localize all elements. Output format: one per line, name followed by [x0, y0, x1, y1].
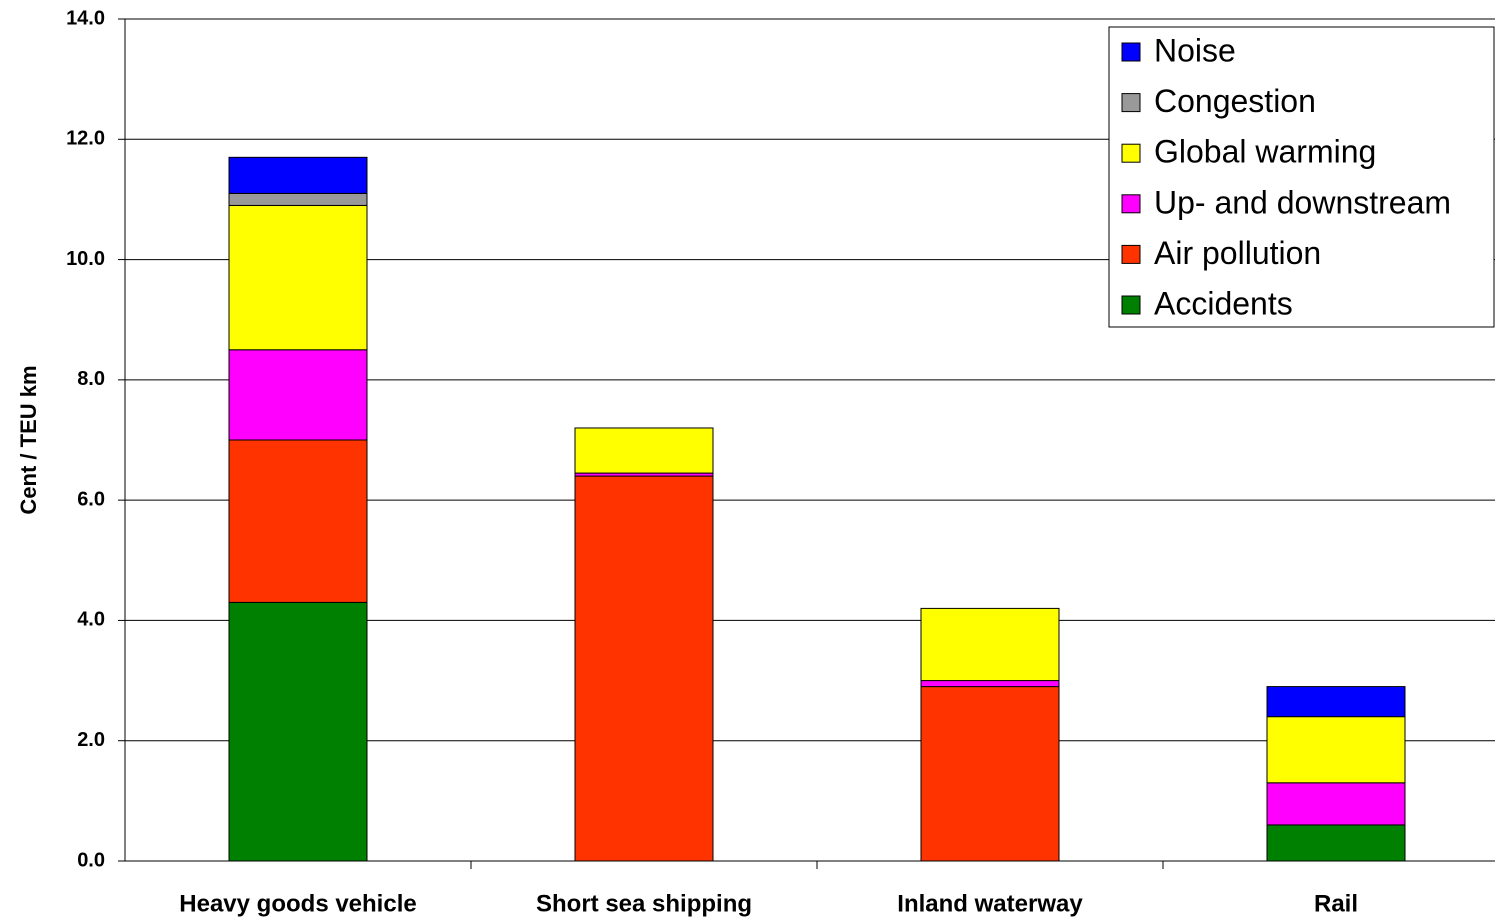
- bar-segment: [1266, 686, 1406, 718]
- bar-segment: [920, 680, 1060, 688]
- legend-swatch: [1121, 42, 1141, 62]
- legend-swatch: [1121, 244, 1141, 264]
- x-tick-label: Short sea shipping: [536, 890, 752, 917]
- legend-label: Global warming: [1154, 134, 1376, 170]
- bar-segment: [228, 439, 368, 603]
- legend-label: Accidents: [1154, 285, 1293, 321]
- y-tick-label: 6.0: [77, 488, 105, 510]
- y-tick-label: 4.0: [77, 609, 105, 631]
- legend-swatch: [1121, 93, 1141, 113]
- bar-segment: [1266, 824, 1406, 862]
- legend-box: [1108, 26, 1495, 328]
- y-tick-label: 10.0: [66, 248, 105, 270]
- bar-segment: [228, 349, 368, 441]
- y-tick-label: 0.0: [77, 849, 105, 871]
- y-tick-label: 8.0: [77, 368, 105, 390]
- x-tick-label: Inland waterway: [897, 890, 1083, 917]
- x-tick-label: Heavy goods vehicle: [179, 890, 416, 917]
- x-tick-label: Rail: [1314, 890, 1358, 917]
- y-tick-label: 12.0: [66, 128, 105, 150]
- bar-segment: [574, 475, 714, 862]
- legend-swatch: [1121, 295, 1141, 315]
- bar-segment: [228, 204, 368, 351]
- bar-segment: [228, 601, 368, 862]
- legend-swatch: [1121, 194, 1141, 214]
- legend-label: Up- and downstream: [1154, 184, 1451, 220]
- legend-label: Air pollution: [1154, 235, 1321, 271]
- y-tick-label: 14.0: [66, 7, 105, 29]
- bar-segment: [228, 192, 368, 206]
- legend-label: Noise: [1154, 32, 1236, 68]
- legend-swatch: [1121, 143, 1141, 163]
- bar-segment: [228, 156, 368, 194]
- bar-segment: [1266, 716, 1406, 784]
- y-axis-label: Cent / TEU km: [16, 365, 41, 514]
- bar-segment: [574, 427, 714, 474]
- y-tick-label: 2.0: [77, 729, 105, 751]
- legend-label: Congestion: [1154, 83, 1316, 119]
- bar-segment: [1266, 782, 1406, 826]
- bar-segment: [920, 686, 1060, 862]
- bar-segment: [920, 607, 1060, 682]
